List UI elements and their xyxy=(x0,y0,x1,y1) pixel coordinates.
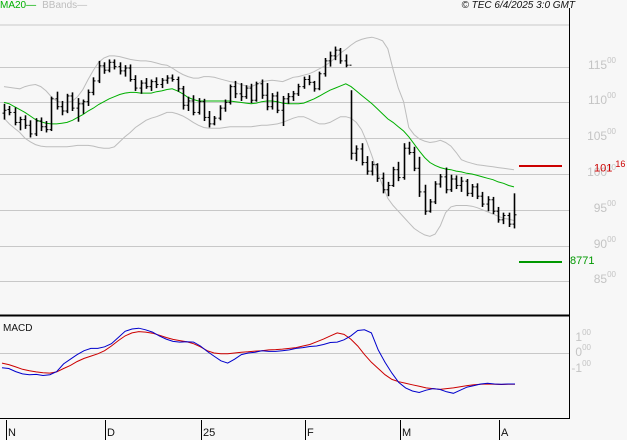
macd-title: MACD xyxy=(3,323,33,334)
time-axis-label: 25 xyxy=(203,427,216,439)
legend-ma20: MA20— xyxy=(0,0,37,11)
time-axis-label: A xyxy=(501,427,509,439)
bband-upper-line xyxy=(3,36,515,171)
price-axis-label: 11500 xyxy=(587,55,616,72)
time-axis-label: M xyxy=(402,427,412,439)
macd-line xyxy=(1,327,515,394)
copyright-text: © TEC 6/4/2025 3:0 GMT xyxy=(461,0,575,11)
time-axis-label: N xyxy=(8,427,16,439)
resistance-label: 101 16 xyxy=(594,159,626,175)
chart-legend: MA20— BBands— xyxy=(0,0,87,12)
bband-lower-line xyxy=(3,111,515,237)
macd-axis-label: 100 xyxy=(575,327,591,344)
ma20-line xyxy=(3,83,515,188)
support-label: 8771 xyxy=(570,255,595,267)
legend-bbands: BBands— xyxy=(42,0,88,11)
time-axis-label: F xyxy=(307,427,314,439)
macd-signal-line xyxy=(1,331,515,390)
time-axis-label: D xyxy=(107,427,115,439)
price-axis-label: 8500 xyxy=(593,270,616,287)
price-axis-label: 10500 xyxy=(587,127,616,144)
price-axis-label: 9500 xyxy=(593,198,616,215)
macd-axis-label: -100 xyxy=(571,358,591,375)
price-axis-label: 9000 xyxy=(593,234,616,251)
price-axis-label: 11000 xyxy=(587,91,616,108)
macd-axis-label: 000 xyxy=(575,343,591,359)
price-axis-label: 10000 xyxy=(587,163,616,179)
